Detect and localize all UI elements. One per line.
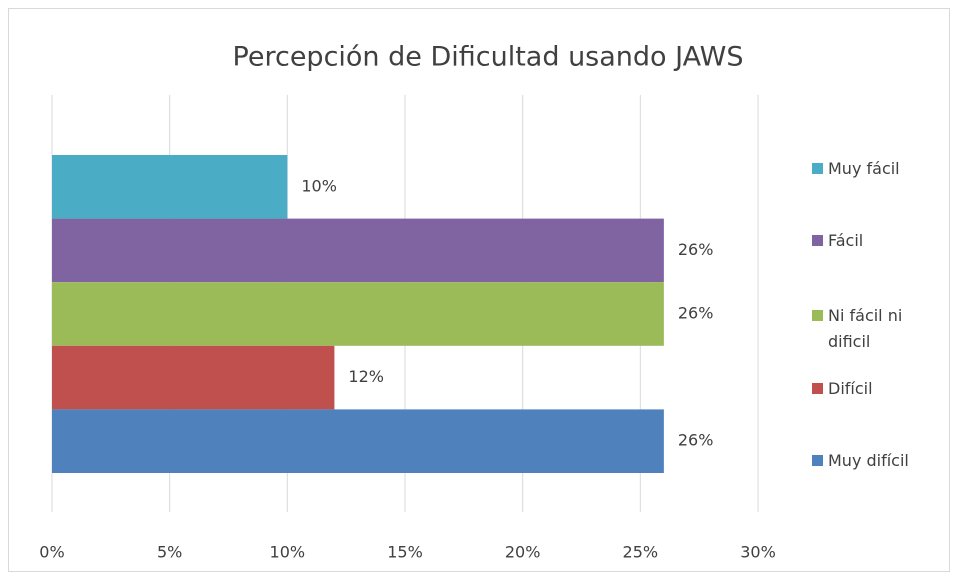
x-tick-label: 30% — [740, 543, 776, 562]
data-label: 26% — [678, 304, 714, 323]
x-tick-label: 20% — [505, 543, 541, 562]
legend-swatch — [812, 383, 823, 394]
bar — [52, 345, 335, 410]
legend-swatch — [812, 310, 823, 321]
bar — [52, 282, 664, 346]
x-tick-label: 5% — [157, 543, 182, 562]
data-label: 12% — [348, 367, 384, 386]
legend-label: Fácil — [828, 231, 864, 250]
legend-swatch — [812, 163, 823, 174]
data-label: 26% — [678, 240, 714, 259]
legend-label: Difícil — [828, 379, 873, 398]
bar — [52, 409, 664, 473]
data-label: 10% — [301, 176, 337, 195]
bar — [52, 155, 288, 219]
x-tick-label: 10% — [270, 543, 306, 562]
x-tick-label: 0% — [39, 543, 64, 562]
legend-label: Muy fácil — [828, 159, 900, 178]
legend-swatch — [812, 455, 823, 466]
legend-swatch — [812, 235, 823, 246]
chart-title: Percepción de Dificultad usando JAWS — [233, 42, 744, 73]
legend-label: Ni fácil ni dificil — [828, 306, 903, 351]
bar — [52, 218, 664, 283]
x-tick-label: 15% — [387, 543, 423, 562]
x-tick-label: 25% — [623, 543, 659, 562]
data-label: 26% — [678, 431, 714, 450]
legend-label: Muy difícil — [828, 451, 909, 470]
